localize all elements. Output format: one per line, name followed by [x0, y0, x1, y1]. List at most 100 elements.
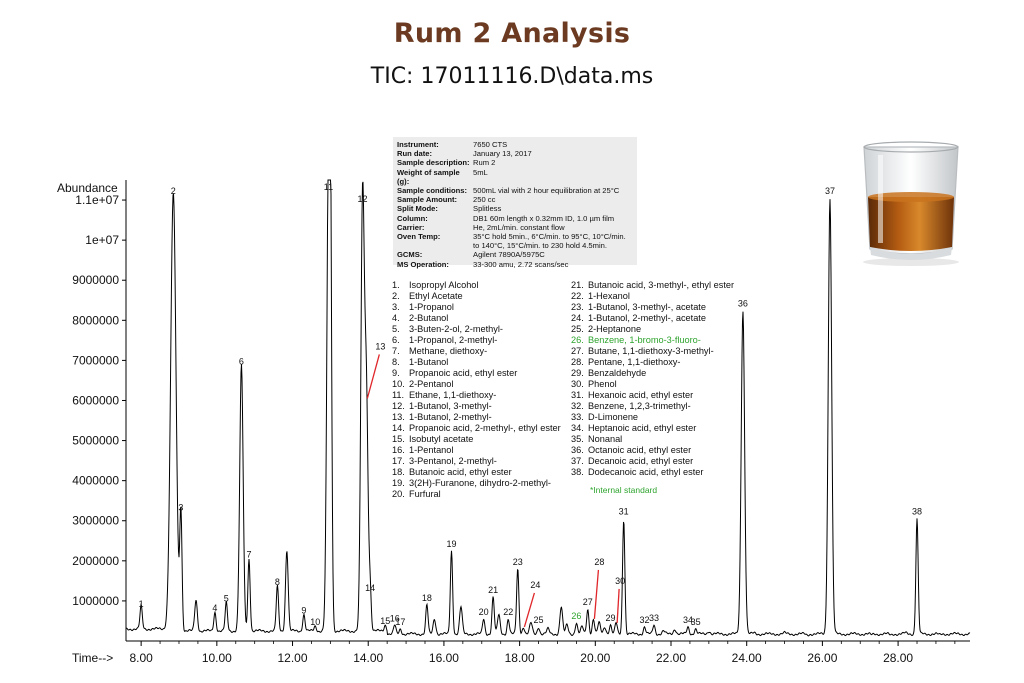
compound-item: 37. Decanoic acid, ethyl ester [571, 456, 734, 467]
peak-label: 37 [825, 186, 835, 196]
compound-number: 18. [392, 467, 405, 477]
peak-label: 26 [571, 611, 581, 621]
info-row: Split Mode: Splitless [397, 204, 633, 213]
compound-item: 13. 1-Butanol, 2-methyl- [392, 412, 561, 423]
compound-name: Benzene, 1-bromo-3-fluoro- [588, 335, 701, 345]
compound-number: 16. [392, 445, 405, 455]
compound-number: 38. [571, 467, 584, 477]
compound-item: 19. 3(2H)-Furanone, dihydro-2-methyl- [392, 478, 561, 489]
y-axis-title: Abundance [57, 181, 118, 195]
compound-name: Dodecanoic acid, ethyl ester [588, 467, 704, 477]
compound-number: 21. [571, 280, 584, 290]
whiskey-glass-image [863, 141, 959, 266]
info-value: DB1 60m length x 0.32mm ID, 1.0 µm film [473, 213, 615, 223]
compound-name: Butanoic acid, 3-methyl-, ethyl ester [588, 280, 735, 290]
compound-item: 7. Methane, diethoxy- [392, 346, 561, 357]
compound-name: D-Limonene [588, 412, 639, 422]
compound-number: 35. [571, 434, 584, 444]
info-value: 33-300 amu, 2.72 scans/sec [473, 259, 569, 269]
peak-label: 3 [178, 503, 183, 513]
peak-label: 5 [224, 594, 229, 604]
info-value: Splitless [473, 204, 502, 214]
info-value: 5mL [473, 167, 488, 177]
info-key: Carrier: [397, 222, 425, 232]
peak-label: 18 [422, 593, 432, 603]
compound-name: 1-Propanol, 2-methyl- [409, 335, 498, 345]
compound-item: 28. Pentane, 1,1-diethoxy- [571, 357, 734, 368]
compound-number: 4. [392, 313, 400, 323]
compound-item: 27. Butane, 1,1-diethoxy-3-methyl- [571, 346, 734, 357]
compound-number: 17. [392, 456, 405, 466]
compound-item: 1. Isopropyl Alcohol [392, 280, 561, 291]
compound-item: 5. 3-Buten-2-ol, 2-methyl- [392, 324, 561, 335]
compound-name: 1-Hexanol [588, 291, 630, 301]
compound-number: 13. [392, 412, 405, 422]
compound-item: 22. 1-Hexanol [571, 291, 734, 302]
compound-item: 26. Benzene, 1-bromo-3-fluoro- [571, 335, 734, 346]
y-tick-label: 4000000 [72, 474, 119, 488]
compound-item: 21. Butanoic acid, 3-methyl-, ethyl ester [571, 280, 734, 291]
compound-name: 2-Heptanone [588, 324, 642, 334]
x-tick-label: 28.00 [883, 651, 913, 665]
compound-item: 31. Hexanoic acid, ethyl ester [571, 390, 734, 401]
peak-label: 22 [503, 607, 513, 617]
peak-label: 13 [375, 341, 385, 351]
compound-number: 19. [392, 478, 405, 488]
compound-number: 3. [392, 302, 400, 312]
info-value: He, 2mL/min. constant flow [473, 222, 565, 232]
peak-label: 9 [301, 605, 306, 615]
x-tick-label: 20.00 [580, 651, 610, 665]
peak-label: 15 [380, 616, 390, 626]
compound-item: 4. 2-Butanol [392, 313, 561, 324]
compound-name: 1-Butanol [409, 357, 449, 367]
info-row: Carrier: He, 2mL/min. constant flow [397, 223, 633, 232]
info-row: Weight of sample (g): 5mL [397, 168, 633, 186]
compound-name: Hexanoic acid, ethyl ester [588, 390, 694, 400]
y-tick-label: 8000000 [72, 313, 119, 327]
info-row: Instrument: 7650 CTS [397, 140, 633, 149]
compound-item: 34. Heptanoic acid, ethyl ester [571, 423, 734, 434]
peak-label: 27 [583, 597, 593, 607]
compound-item: 14. Propanoic acid, 2-methyl-, ethyl este… [392, 423, 561, 434]
peak-label: 11 [324, 182, 333, 192]
chart-axes: 1000000 2000000 3000000 4000000 5000000 60000… [57, 180, 970, 665]
compound-name: Nonanal [588, 434, 623, 444]
info-value: 250 cc [473, 195, 496, 205]
compound-number: 32. [571, 401, 584, 411]
peak-label: 19 [446, 539, 456, 549]
y-tick-label: 1.1e+07 [75, 193, 119, 207]
compound-name: 1-Butanol, 2-methyl-, acetate [588, 313, 706, 323]
peak-label: 6 [239, 356, 244, 366]
x-tick-label: 26.00 [807, 651, 837, 665]
x-tick-label: 14.00 [353, 651, 383, 665]
info-key: Sample conditions: [397, 186, 468, 196]
compound-name: 1-Butanol, 3-methyl- [409, 401, 492, 411]
compound-number: 22. [571, 291, 584, 301]
compound-number: 20. [392, 489, 405, 499]
info-value: Rum 2 [473, 158, 496, 168]
chart-subtitle: TIC: 17011116.D\data.ms [370, 64, 654, 89]
peak-pointer-line [366, 354, 380, 399]
info-value: 7650 CTS [473, 140, 508, 149]
compound-item: 12. 1-Butanol, 3-methyl- [392, 401, 561, 412]
compound-name: 1-Butanol, 3-methyl-, acetate [588, 302, 706, 312]
y-tick-label: 2000000 [72, 554, 119, 568]
x-tick-label: 16.00 [429, 651, 459, 665]
instrument-info-box: Instrument: 7650 CTS Run date: January 13, … [393, 137, 637, 269]
peak-label: 28 [594, 557, 604, 567]
compound-name: Heptanoic acid, ethyl ester [588, 423, 697, 433]
compound-name: Phenol [588, 379, 617, 389]
compound-item: 20. Furfural [392, 489, 561, 500]
compound-number: 31. [571, 390, 584, 400]
compound-list-left: 1. Isopropyl Alcohol 2. Ethyl Acetate 3. 1-Pr… [392, 280, 561, 500]
compound-item: 29. Benzaldehyde [571, 368, 734, 379]
y-tick-label: 1000000 [72, 594, 119, 608]
compound-name: Methane, diethoxy- [409, 346, 488, 356]
compound-item: 36. Octanoic acid, ethyl ester [571, 445, 734, 456]
compound-number: 27. [571, 346, 584, 356]
x-tick-label: 24.00 [732, 651, 762, 665]
compound-number: 28. [571, 357, 584, 367]
compound-number: 33. [571, 412, 584, 422]
info-key: MS Operation: [397, 259, 449, 269]
compound-item: 25. 2-Heptanone [571, 324, 734, 335]
